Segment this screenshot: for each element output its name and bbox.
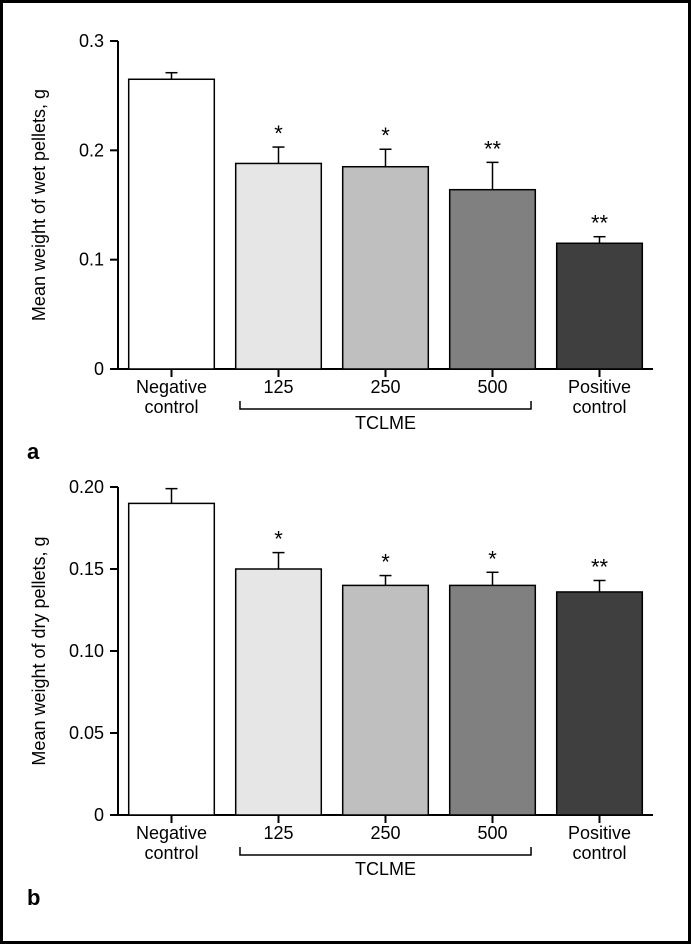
svg-text:Mean weight of wet pellets, g: Mean weight of wet pellets, g — [29, 89, 49, 321]
svg-text:**: ** — [591, 211, 609, 236]
svg-text:500: 500 — [477, 823, 507, 843]
chart-b-svg: 0 0.05 0.10 0.15 0.20 Mean weight of dry pell… — [23, 467, 668, 897]
svg-text:250: 250 — [370, 823, 400, 843]
svg-text:*: * — [381, 550, 390, 575]
svg-text:0.1: 0.1 — [79, 250, 104, 270]
svg-text:0.15: 0.15 — [69, 559, 104, 579]
svg-text:0.20: 0.20 — [69, 477, 104, 497]
svg-text:0.10: 0.10 — [69, 641, 104, 661]
svg-text:Positive: Positive — [568, 823, 631, 843]
svg-text:Negative: Negative — [136, 823, 207, 843]
svg-text:control: control — [572, 843, 626, 863]
svg-text:*: * — [381, 123, 390, 148]
svg-text:0.2: 0.2 — [79, 140, 104, 160]
svg-text:**: ** — [484, 136, 502, 161]
svg-text:control: control — [572, 397, 626, 417]
svg-text:TCLME: TCLME — [355, 859, 416, 879]
svg-text:**: ** — [591, 554, 609, 579]
panel-b-label: b — [27, 885, 40, 911]
svg-text:*: * — [488, 546, 497, 571]
svg-text:TCLME: TCLME — [355, 413, 416, 433]
svg-text:0: 0 — [94, 805, 104, 825]
svg-text:500: 500 — [477, 377, 507, 397]
svg-text:Positive: Positive — [568, 377, 631, 397]
svg-text:0.05: 0.05 — [69, 723, 104, 743]
svg-text:control: control — [144, 397, 198, 417]
svg-text:Negative: Negative — [136, 377, 207, 397]
svg-text:250: 250 — [370, 377, 400, 397]
svg-text:125: 125 — [263, 823, 293, 843]
svg-text:0: 0 — [94, 359, 104, 379]
svg-text:0.3: 0.3 — [79, 31, 104, 51]
svg-text:control: control — [144, 843, 198, 863]
panel-a-label: a — [27, 439, 39, 465]
panel-a: 0 0.1 0.2 0.3 Mean weight of wet pellets, g N… — [23, 21, 668, 461]
figure-container: 0 0.1 0.2 0.3 Mean weight of wet pellets, g N… — [0, 0, 691, 944]
panel-b: 0 0.05 0.10 0.15 0.20 Mean weight of dry pell… — [23, 467, 668, 907]
svg-text:Mean weight of dry pellets, g: Mean weight of dry pellets, g — [29, 536, 49, 765]
chart-a-svg: 0 0.1 0.2 0.3 Mean weight of wet pellets, g N… — [23, 21, 668, 451]
svg-text:*: * — [274, 121, 283, 146]
svg-text:*: * — [274, 527, 283, 552]
svg-text:125: 125 — [263, 377, 293, 397]
